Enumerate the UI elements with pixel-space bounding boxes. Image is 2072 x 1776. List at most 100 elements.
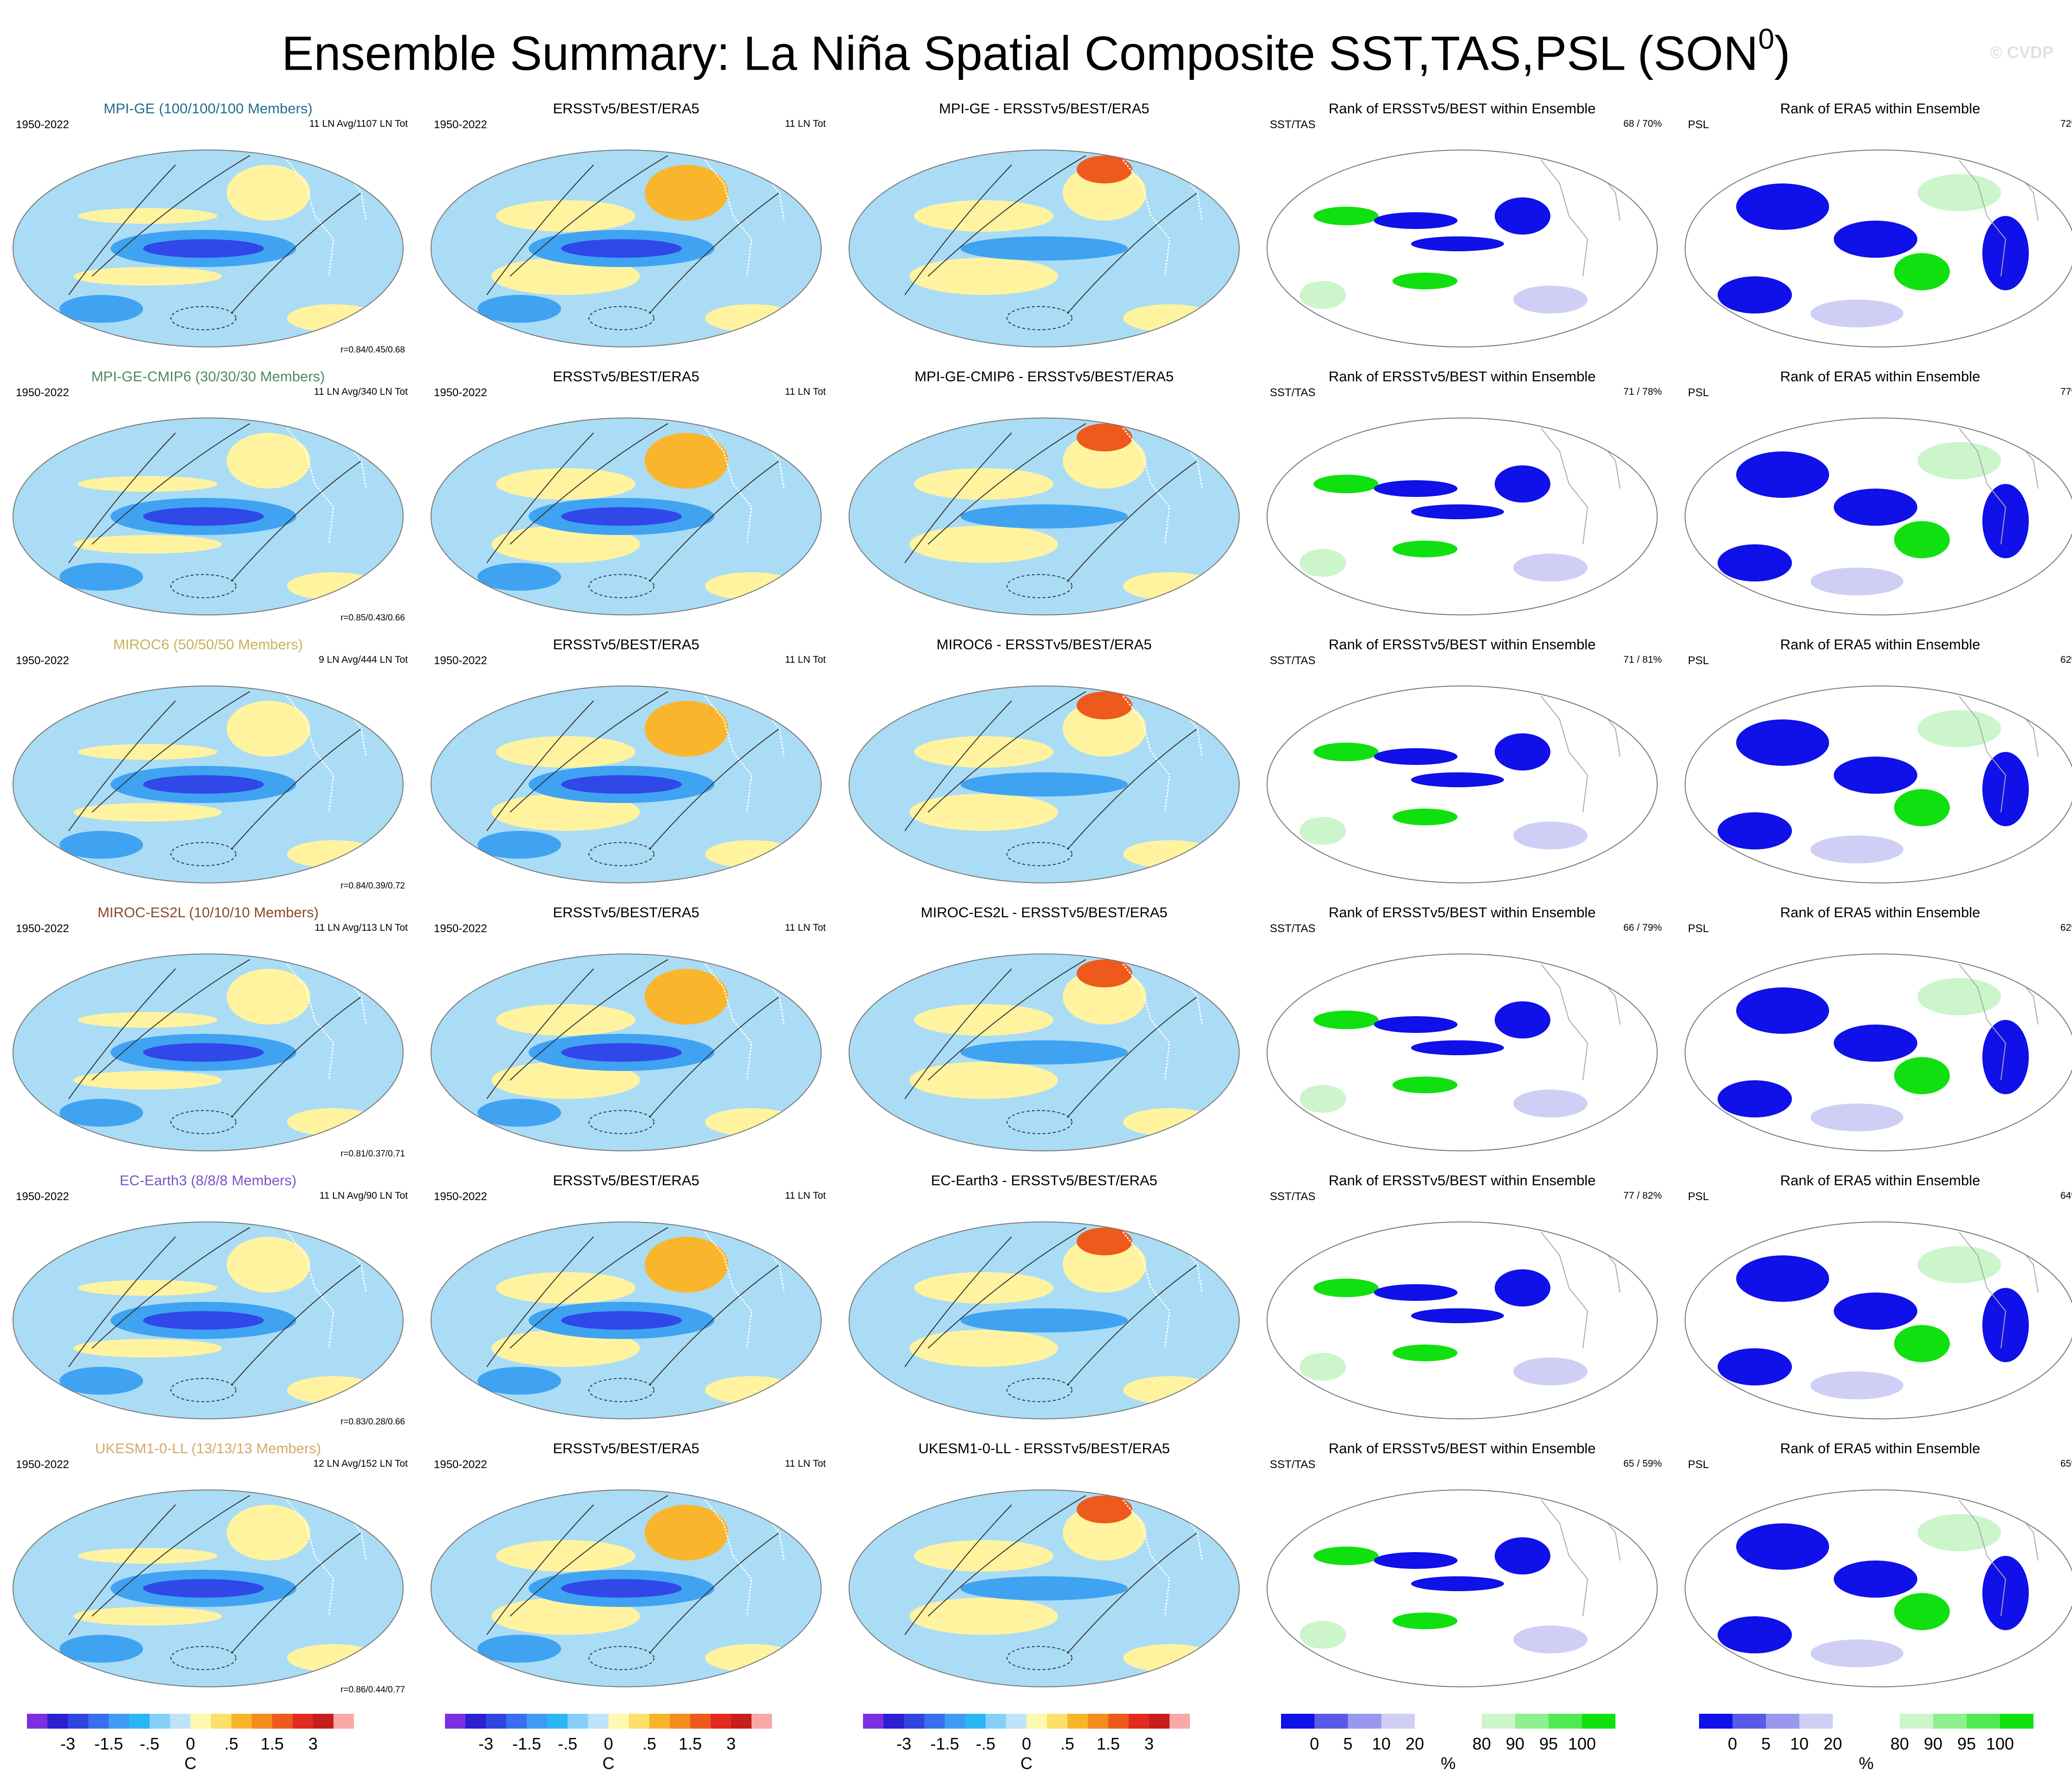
year-range: 1950-2022 bbox=[16, 1190, 69, 1203]
rank-sst-percent: 65 / 59% bbox=[1623, 1458, 1662, 1469]
rank-patch bbox=[1917, 978, 2001, 1015]
colorbar-tick-label: .5 bbox=[224, 1734, 239, 1753]
year-range: 1950-2022 bbox=[434, 922, 487, 935]
rankpsl-map bbox=[1685, 1489, 2072, 1687]
rank-patch bbox=[1718, 812, 1792, 849]
rank-patch bbox=[1894, 1593, 1950, 1630]
panel-rank-sst: Rank of ERSSTv5/BEST within Ensemble SST/… bbox=[1262, 100, 1662, 360]
psl-contour bbox=[1067, 728, 1198, 850]
cool-anomaly bbox=[477, 295, 561, 323]
colorbar-tick-label: 0 bbox=[603, 1734, 614, 1753]
colorbar-box bbox=[1108, 1714, 1129, 1729]
psl-contour bbox=[904, 164, 1012, 295]
panel-diff: EC-Earth3 - ERSSTv5/BEST/ERA5 bbox=[844, 1172, 1244, 1432]
colorbar-box bbox=[109, 1714, 129, 1729]
model-title: UKESM1-0-LL (13/13/13 Members) bbox=[95, 1440, 321, 1456]
rank-patch bbox=[1374, 1284, 1458, 1301]
warm-anomaly bbox=[1063, 165, 1146, 221]
colorbar-box bbox=[1482, 1714, 1515, 1729]
colorbar-box bbox=[629, 1714, 649, 1729]
pattern-correlation: r=0.86/0.44/0.77 bbox=[340, 1685, 405, 1695]
ranksst-map bbox=[1267, 1221, 1658, 1419]
ensemble-counts: 11 LN Avg/113 LN Tot bbox=[314, 922, 408, 933]
year-range: 1950-2022 bbox=[16, 922, 69, 935]
rank-patch bbox=[1736, 1255, 1829, 1302]
diff-map bbox=[849, 953, 1240, 1151]
psl-contour bbox=[231, 1532, 362, 1654]
panel-obs: ERSSTv5/BEST/ERA5 1950-2022 11 LN Tot bbox=[426, 1440, 826, 1700]
rank-patch bbox=[1411, 772, 1504, 787]
warm-anomaly bbox=[914, 468, 1053, 500]
diff-map bbox=[849, 150, 1240, 347]
rank-patch bbox=[1411, 1308, 1504, 1323]
warm-anomaly bbox=[1123, 1108, 1216, 1136]
psl-contour bbox=[510, 1227, 668, 1349]
warm-anomaly bbox=[1063, 969, 1146, 1025]
rank-patch bbox=[1300, 549, 1346, 577]
model-title: MIROC-ES2L (10/10/10 Members) bbox=[97, 904, 319, 921]
cool-anomaly-core bbox=[561, 1043, 682, 1062]
diff-title: MPI-GE-CMIP6 - ERSSTv5/BEST/ERA5 bbox=[914, 368, 1174, 385]
colorbar-box bbox=[752, 1714, 772, 1729]
title-superscript: 0 bbox=[1758, 23, 1774, 55]
rank-patch bbox=[1392, 541, 1458, 557]
rank-patch bbox=[1917, 1514, 2001, 1551]
warm-anomaly bbox=[1123, 840, 1216, 868]
rank-patch bbox=[1513, 1090, 1588, 1117]
panel-obs: ERSSTv5/BEST/ERA5 1950-2022 11 LN Tot bbox=[426, 100, 826, 360]
obs-map bbox=[431, 150, 822, 347]
ensemble-counts: 11 LN Avg/90 LN Tot bbox=[319, 1190, 408, 1201]
rank-patch bbox=[1392, 1613, 1458, 1629]
pattern-correlation: r=0.84/0.45/0.68 bbox=[340, 345, 405, 355]
colorbar-box bbox=[1448, 1714, 1482, 1729]
psl-contour bbox=[510, 155, 668, 277]
rank-patch bbox=[1314, 1547, 1379, 1565]
rankpsl-map bbox=[1685, 686, 2072, 883]
rank-patch bbox=[1300, 1621, 1346, 1649]
model-map bbox=[13, 953, 404, 1151]
rank-patch bbox=[1392, 1077, 1458, 1093]
warm-anomaly bbox=[491, 1062, 640, 1099]
colorbar-tick-label: 95 bbox=[1539, 1734, 1558, 1753]
colorbar-tick-label: -.5 bbox=[975, 1734, 996, 1753]
psl-contour bbox=[1067, 996, 1198, 1118]
colorbar-box bbox=[1129, 1714, 1149, 1729]
rank-patch bbox=[1982, 1556, 2029, 1630]
globe-outline bbox=[849, 1489, 1240, 1687]
warm-anomaly bbox=[909, 794, 1058, 831]
warm-anomaly bbox=[227, 433, 310, 489]
rank-sst-title: Rank of ERSSTv5/BEST within Ensemble bbox=[1328, 636, 1596, 653]
rank-psl-label: PSL bbox=[1688, 1458, 1709, 1471]
colorbar-tick-label: 80 bbox=[1472, 1734, 1491, 1753]
panel-model: UKESM1-0-LL (13/13/13 Members) 1950-2022 1… bbox=[8, 1440, 408, 1700]
diff-map bbox=[849, 1221, 1240, 1419]
rank-psl-label: PSL bbox=[1688, 118, 1709, 131]
rank-patch bbox=[1718, 544, 1792, 581]
rank-sst-title: Rank of ERSSTv5/BEST within Ensemble bbox=[1328, 100, 1596, 117]
warm-anomaly bbox=[914, 1540, 1053, 1572]
psl-contour bbox=[1067, 192, 1198, 314]
rank-patch bbox=[1392, 1345, 1458, 1361]
panel-diff: MIROC-ES2L - ERSSTv5/BEST/ERA5 bbox=[844, 904, 1244, 1164]
cool-anomaly-core bbox=[143, 1579, 264, 1598]
year-range: 1950-2022 bbox=[16, 654, 69, 667]
colorbar-box bbox=[588, 1714, 608, 1729]
cool-anomaly-core bbox=[561, 775, 682, 794]
colorbar-box bbox=[883, 1714, 904, 1729]
cool-anomaly bbox=[59, 1099, 143, 1127]
rank-sst-label: SST/TAS bbox=[1270, 1458, 1316, 1471]
model-map bbox=[13, 418, 404, 615]
warm-anomaly bbox=[287, 1644, 380, 1672]
colorbar-tick-label: 10 bbox=[1790, 1734, 1809, 1753]
warm-anomaly bbox=[491, 1598, 640, 1635]
colorbar-box bbox=[1006, 1714, 1026, 1729]
colorbar-box bbox=[27, 1714, 47, 1729]
obs-map bbox=[431, 1489, 822, 1687]
globe-outline bbox=[431, 1221, 822, 1419]
panel-model: MIROC6 (50/50/50 Members) 1950-2022 9 LN A… bbox=[8, 636, 408, 896]
colorbar-box bbox=[924, 1714, 945, 1729]
colorbar-box bbox=[272, 1714, 293, 1729]
globe-outline bbox=[13, 1221, 404, 1419]
rank-psl-label: PSL bbox=[1688, 386, 1709, 399]
globe-outline bbox=[13, 953, 404, 1151]
